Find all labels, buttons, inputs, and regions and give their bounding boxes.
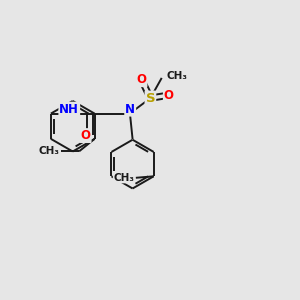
Text: S: S (146, 92, 155, 105)
Text: O: O (81, 129, 91, 142)
Text: CH₃: CH₃ (38, 146, 59, 156)
Text: CH₃: CH₃ (113, 173, 134, 183)
Text: CH₃: CH₃ (166, 70, 187, 80)
Text: N: N (125, 103, 135, 116)
Text: NH: NH (59, 103, 79, 116)
Text: O: O (164, 89, 174, 102)
Text: O: O (136, 73, 146, 86)
